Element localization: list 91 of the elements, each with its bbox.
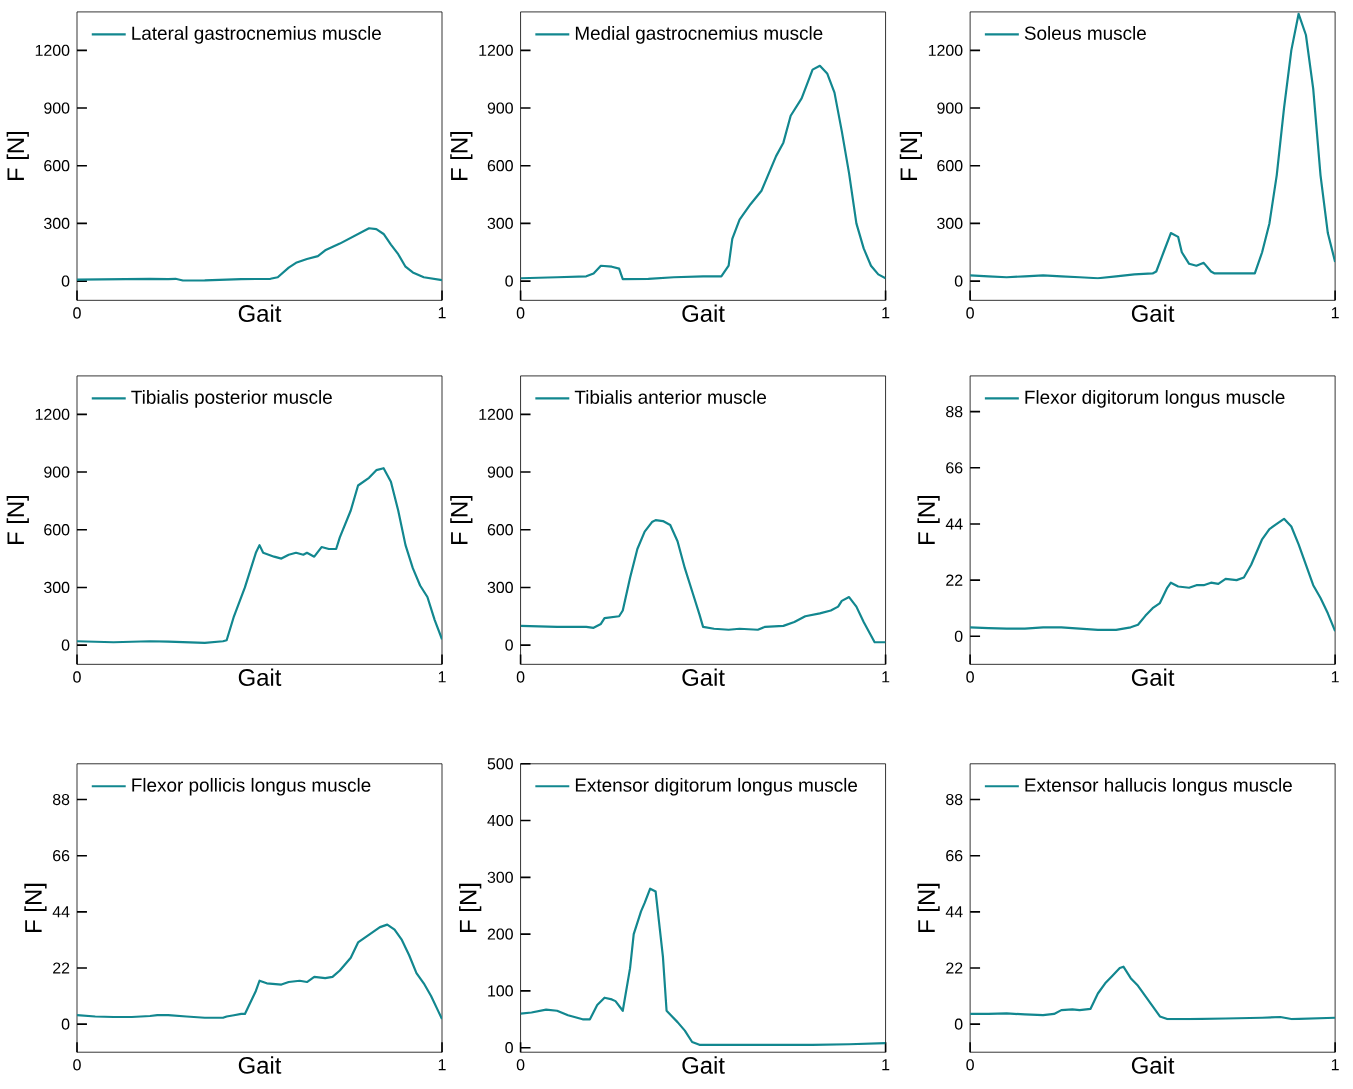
y-tick-label: 88 — [946, 793, 963, 806]
y-tick-label: 1200 — [479, 408, 513, 421]
x-tick-label: 0 — [516, 671, 525, 683]
y-tick-label: 0 — [505, 275, 513, 287]
legend-label: Soleus muscle — [1024, 26, 1146, 40]
x-axis-title: Gait — [1131, 304, 1175, 322]
y-tick-label: 400 — [487, 814, 513, 827]
x-tick-label: 1 — [438, 1059, 446, 1071]
y-tick-label: 0 — [61, 639, 70, 651]
legend-label: Tibialis anterior muscle — [574, 390, 767, 404]
legend-label: Extensor digitorum longus muscle — [575, 777, 858, 796]
y-tick-label: 300 — [44, 217, 70, 230]
y-axis-title: F [N] — [6, 131, 29, 181]
y-tick-label: 600 — [44, 524, 70, 536]
y-axis-title: F [N] — [917, 883, 940, 932]
y-axis-title: F [N] — [24, 883, 47, 932]
x-axis-title: Gait — [682, 668, 725, 686]
x-tick-label: 0 — [966, 671, 974, 683]
y-tick-label: 22 — [946, 574, 963, 586]
y-tick-label: 66 — [53, 850, 70, 862]
y-tick-label: 300 — [487, 217, 513, 230]
y-tick-label: 300 — [487, 871, 513, 883]
y-tick-label: 900 — [44, 102, 70, 114]
x-tick-label: 0 — [516, 307, 525, 319]
y-tick-label: 44 — [945, 906, 963, 918]
y-tick-label: 22 — [946, 962, 963, 974]
y-axis-title: F [N] — [6, 495, 29, 545]
x-axis-title: Gait — [238, 1056, 282, 1074]
y-tick-label: 600 — [937, 160, 963, 172]
x-tick-label: 0 — [966, 1059, 974, 1071]
x-tick-label: 0 — [516, 1059, 525, 1071]
y-tick-label: 0 — [954, 630, 963, 642]
x-tick-label: 0 — [966, 307, 974, 319]
y-axis-title: F [N] — [450, 131, 473, 181]
y-tick-label: 200 — [487, 928, 513, 940]
y-axis-title: F [N] — [459, 883, 482, 932]
y-tick-label: 22 — [53, 962, 70, 974]
y-tick-label: 88 — [946, 406, 963, 418]
y-tick-label: 1200 — [928, 44, 963, 56]
x-axis-title: Gait — [1131, 668, 1175, 686]
y-tick-label: 66 — [946, 462, 963, 474]
legend-label: Lateral gastrocnemius muscle — [132, 26, 381, 44]
y-tick-label: 0 — [61, 275, 70, 287]
x-tick-label: 0 — [73, 671, 81, 683]
y-tick-label: 1200 — [35, 44, 70, 56]
y-tick-label: 900 — [487, 466, 513, 478]
x-axis-title: Gait — [238, 668, 282, 686]
legend-label: Tibialis posterior muscle — [131, 390, 332, 408]
y-tick-label: 600 — [44, 160, 70, 172]
y-tick-label: 300 — [487, 581, 513, 594]
y-tick-label: 300 — [937, 217, 963, 230]
y-tick-label: 300 — [44, 581, 70, 594]
x-tick-label: 0 — [73, 307, 81, 319]
y-tick-label: 44 — [945, 518, 963, 530]
y-tick-label: 500 — [487, 758, 513, 770]
legend-label: Flexor pollicis longus muscle — [132, 777, 371, 796]
x-tick-label: 1 — [438, 671, 446, 683]
legend-label: Flexor digitorum longus muscle — [1025, 390, 1285, 408]
legend-label: Extensor hallucis longus muscle — [1025, 777, 1292, 796]
x-axis-title: Gait — [682, 1056, 725, 1074]
x-tick-label: 1 — [1331, 671, 1339, 683]
y-axis-title: F [N] — [917, 495, 940, 545]
y-tick-label: 600 — [487, 524, 513, 536]
y-tick-label: 0 — [505, 639, 513, 651]
x-tick-label: 0 — [73, 1059, 81, 1071]
y-tick-label: 900 — [487, 102, 513, 114]
x-tick-label: 1 — [882, 671, 890, 683]
x-axis-title: Gait — [1131, 1056, 1175, 1074]
x-tick-label: 1 — [882, 1059, 890, 1071]
x-axis-title: Gait — [682, 304, 725, 322]
y-tick-label: 66 — [946, 850, 963, 862]
y-axis-title: F [N] — [899, 131, 922, 181]
y-axis-title: F [N] — [450, 495, 473, 545]
y-tick-label: 100 — [488, 985, 513, 997]
y-tick-label: 600 — [487, 160, 513, 172]
y-tick-label: 1200 — [35, 408, 70, 421]
legend-label: Medial gastrocnemius muscle — [575, 26, 823, 44]
y-tick-label: 0 — [954, 1018, 963, 1030]
y-tick-label: 0 — [954, 275, 963, 287]
y-tick-label: 44 — [52, 906, 70, 918]
x-tick-label: 1 — [1331, 307, 1339, 319]
x-tick-label: 1 — [438, 307, 446, 319]
y-tick-label: 0 — [61, 1018, 70, 1030]
x-axis-title: Gait — [238, 304, 282, 322]
y-tick-label: 0 — [505, 1042, 513, 1054]
y-tick-label: 1200 — [479, 44, 513, 56]
y-tick-label: 900 — [44, 466, 70, 478]
x-tick-label: 1 — [882, 307, 890, 319]
y-tick-label: 900 — [937, 102, 963, 114]
y-tick-label: 88 — [52, 793, 70, 806]
x-tick-label: 1 — [1331, 1059, 1339, 1071]
